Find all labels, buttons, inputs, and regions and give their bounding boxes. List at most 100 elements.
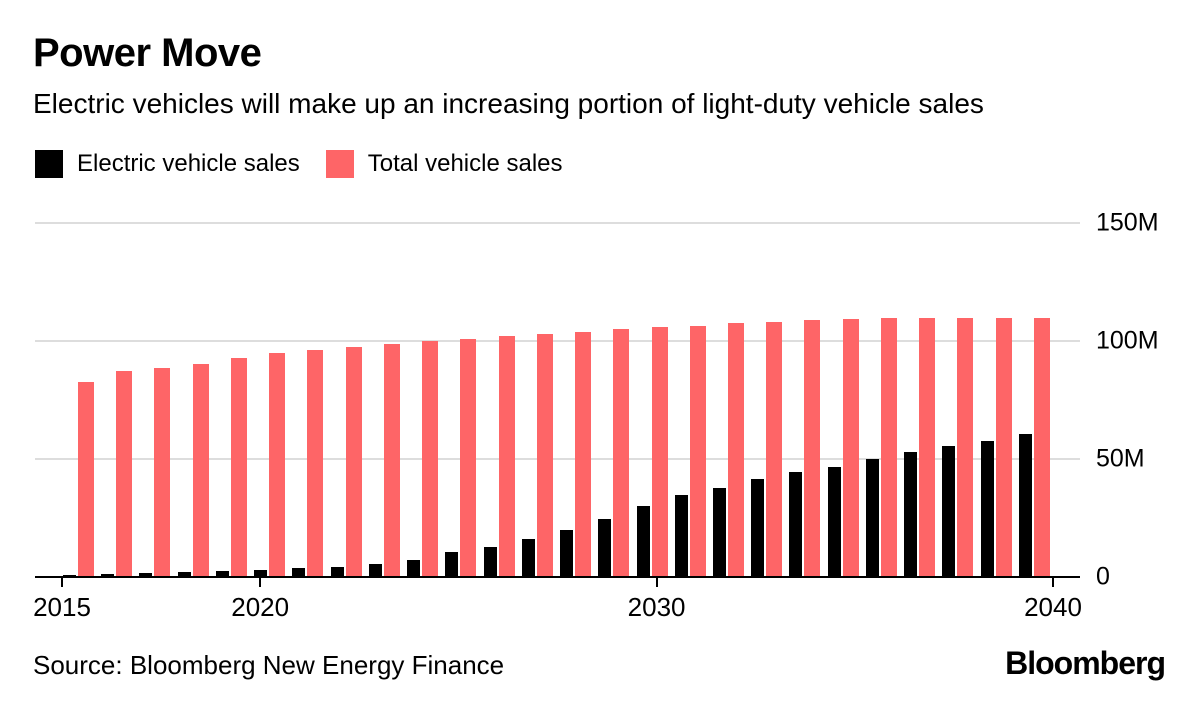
total-bar-2016 (116, 371, 133, 576)
bar-group-2032 (712, 222, 744, 576)
bar-group-2029 (598, 222, 630, 576)
total-bar-2024 (422, 341, 439, 576)
total-bar-2034 (804, 320, 821, 576)
total-bar-2030 (651, 327, 668, 576)
total-bar-2038 (957, 317, 974, 576)
total-bar-2029 (613, 329, 630, 576)
bar-group-2025 (445, 222, 477, 576)
ev-bar-2020 (254, 569, 268, 576)
ev-bar-2038 (942, 446, 956, 576)
ev-bar-2016 (101, 574, 115, 576)
ev-bar-2023 (368, 563, 382, 576)
bar-group-2033 (751, 222, 783, 576)
bar-group-2034 (789, 222, 821, 576)
x-axis-label-2030: 2030 (627, 592, 686, 622)
chart-subtitle: Electric vehicles will make up an increa… (33, 88, 984, 119)
x-tick-2030 (655, 578, 658, 587)
total-bar-2027 (536, 334, 553, 576)
bar-group-2027 (521, 222, 553, 576)
bar-group-2021 (292, 222, 324, 576)
x-tick-2020 (259, 578, 262, 587)
ev-bar-2029 (598, 519, 612, 576)
bar-group-2037 (904, 222, 936, 576)
gridline-100M (35, 340, 1080, 342)
bar-group-2038 (942, 222, 974, 576)
total-bar-2017 (154, 367, 171, 576)
total-bar-2037 (919, 317, 936, 576)
total-legend-label: Total vehicle sales (367, 150, 563, 177)
legend-item-total: Total vehicle sales (325, 150, 563, 178)
ev-bar-2015 (63, 575, 76, 576)
ev-bar-2032 (712, 487, 726, 576)
total-bar-2025 (460, 338, 477, 576)
ev-bar-2040 (1018, 433, 1032, 576)
total-bar-2033 (766, 321, 783, 576)
ev-bar-2021 (292, 568, 306, 576)
ev-bar-2039 (980, 441, 994, 576)
x-tick-2015 (61, 578, 63, 587)
total-bar-2019 (230, 358, 247, 576)
ev-bar-2034 (789, 472, 803, 576)
ev-bar-2026 (483, 546, 497, 576)
total-bar-2018 (192, 363, 209, 576)
bar-group-2015 (63, 222, 94, 576)
page-title: Power Move (33, 31, 262, 75)
bloomberg-logo: Bloomberg (1005, 645, 1166, 681)
total-legend-swatch (325, 150, 354, 178)
total-bar-2039 (995, 317, 1012, 576)
y-axis-label-100M: 100M (1096, 326, 1159, 355)
total-bar-2021 (307, 349, 324, 576)
bar-group-2040 (1018, 222, 1050, 576)
legend: Electric vehicle sales Total vehicle sal… (35, 150, 563, 178)
total-bar-2040 (1033, 317, 1050, 576)
total-bar-2023 (383, 344, 400, 576)
bar-group-2023 (368, 222, 400, 576)
y-axis-label-150M: 150M (1096, 208, 1159, 237)
bar-group-2035 (827, 222, 859, 576)
x-axis-label-2040: 2040 (1024, 592, 1082, 622)
bar-group-2018 (177, 222, 209, 576)
gridline-150M (35, 222, 1080, 224)
total-bar-2028 (575, 331, 592, 576)
y-axis-label-50M: 50M (1096, 444, 1145, 473)
source-credit: Source: Bloomberg New Energy Finance (33, 650, 505, 680)
bar-group-2031 (674, 222, 706, 576)
bar-group-2022 (330, 222, 362, 576)
total-bar-2032 (727, 323, 744, 576)
ev-legend-swatch (35, 150, 63, 178)
bar-group-2016 (101, 222, 133, 576)
ev-bar-2037 (904, 452, 918, 576)
x-axis-label-2020: 2020 (231, 592, 290, 622)
bar-group-2030 (636, 222, 668, 576)
ev-bar-2018 (177, 572, 191, 576)
bar-group-2019 (215, 222, 247, 576)
ev-bar-2036 (865, 459, 879, 576)
x-axis-label-2015: 2015 (33, 592, 91, 622)
total-bar-2036 (880, 317, 897, 576)
ev-bar-2024 (407, 559, 421, 576)
ev-bar-2022 (330, 566, 344, 576)
gridline-50M (35, 458, 1080, 460)
total-bar-2031 (689, 325, 706, 576)
ev-bar-2031 (674, 495, 688, 576)
total-bar-2015 (78, 382, 94, 576)
ev-bar-2033 (751, 479, 765, 576)
ev-bar-2028 (560, 530, 574, 576)
bar-group-2020 (254, 222, 286, 576)
y-axis-label-0: 0 (1096, 562, 1110, 591)
ev-bar-2019 (215, 571, 229, 576)
bar-group-2039 (980, 222, 1012, 576)
ev-bar-2027 (521, 539, 535, 576)
x-tick-2040 (1052, 578, 1054, 587)
total-bar-2022 (345, 346, 362, 576)
bars-area (63, 222, 1050, 576)
bar-group-2036 (865, 222, 897, 576)
ev-bar-2017 (139, 573, 153, 576)
total-bar-2020 (269, 352, 286, 576)
bar-group-2028 (560, 222, 592, 576)
bar-group-2024 (407, 222, 439, 576)
ev-bar-2035 (827, 467, 841, 576)
bar-group-2017 (139, 222, 171, 576)
bar-group-2026 (483, 222, 515, 576)
